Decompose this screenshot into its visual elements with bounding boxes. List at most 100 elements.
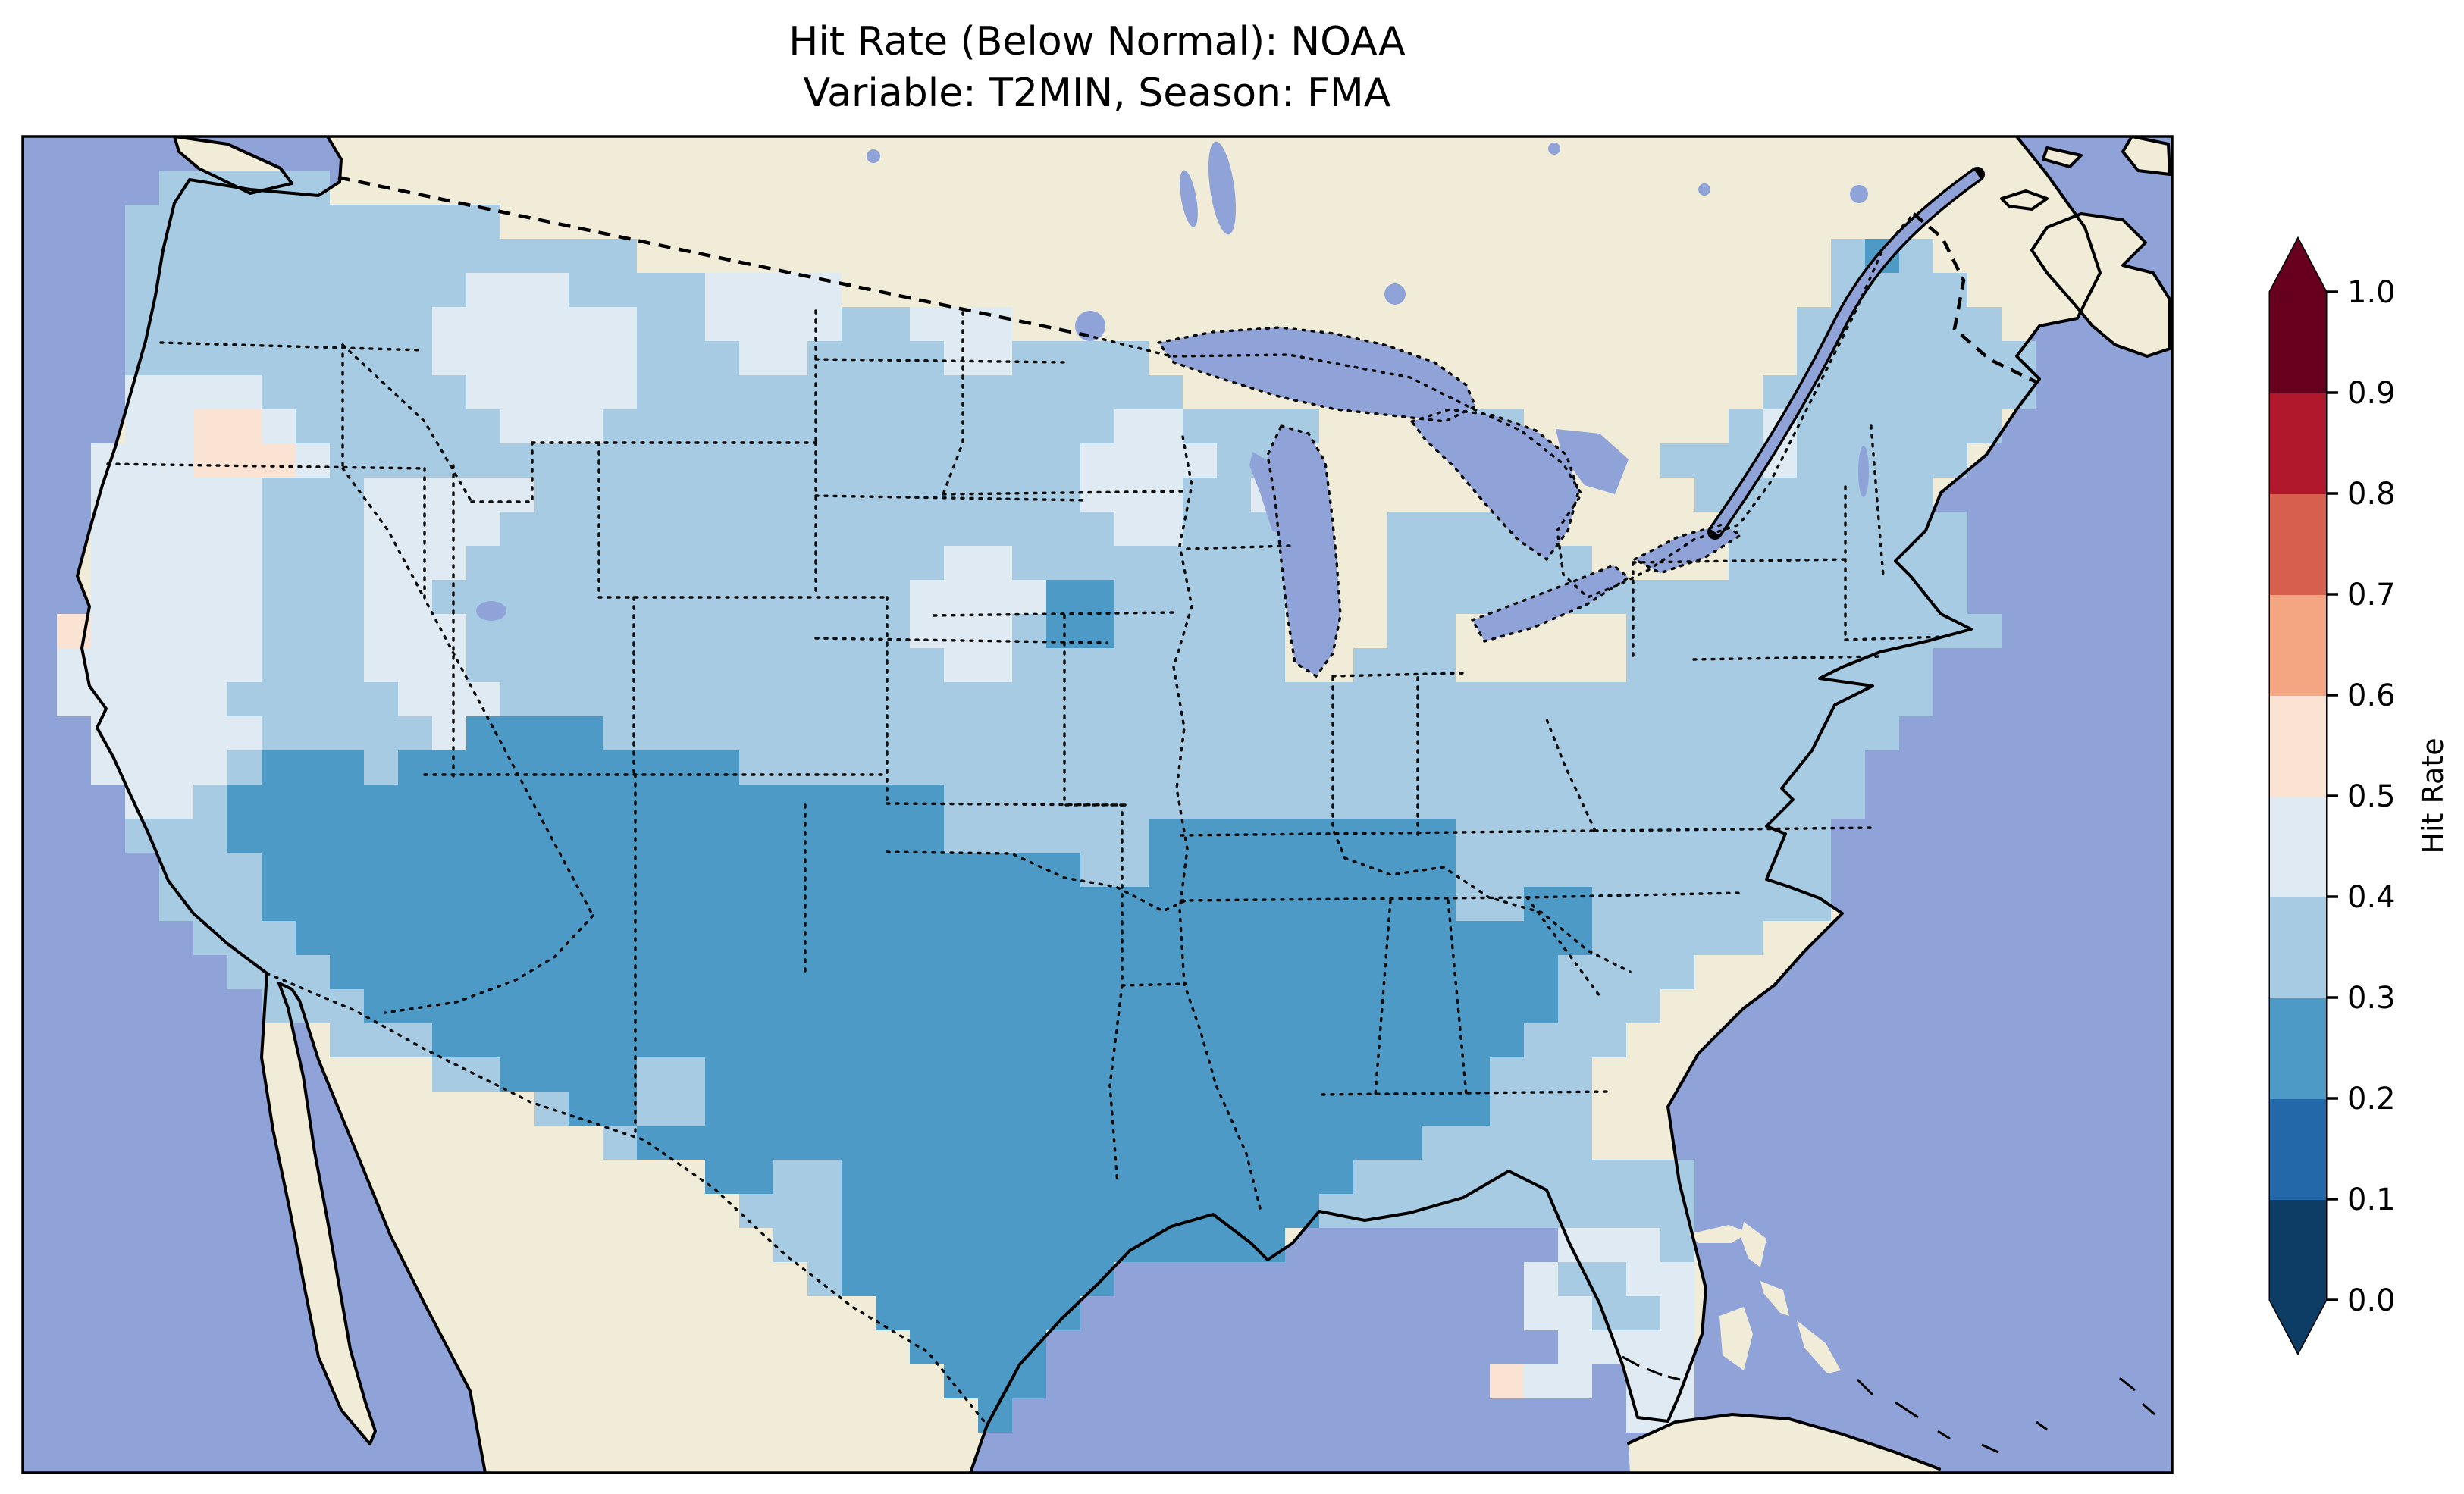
grid-cell: [1251, 785, 1285, 819]
grid-cell: [1080, 1023, 1114, 1057]
grid-cell: [1797, 853, 1831, 887]
grid-cell: [1626, 1262, 1660, 1296]
grid-cell: [603, 1092, 637, 1126]
grid-cell: [1012, 1160, 1046, 1194]
grid-cell: [1729, 716, 1763, 750]
grid-cell: [569, 273, 603, 307]
grid-cell: [842, 648, 876, 682]
grid-cell: [1353, 819, 1387, 853]
grid-cell: [1456, 785, 1490, 819]
colorbar-segment: [2270, 292, 2326, 393]
grid-cell: [1456, 887, 1490, 921]
dotted-border-line: [1321, 1090, 1612, 1096]
grid-cell: [466, 478, 500, 512]
grid-cell: [330, 785, 364, 819]
grid-cell: [1319, 921, 1353, 955]
grid-cell: [534, 750, 569, 785]
grid-cell: [1933, 580, 1967, 614]
grid-cell: [671, 750, 705, 785]
grid-cell: [842, 1023, 876, 1057]
grid-cell: [466, 205, 500, 239]
grid-cell: [569, 648, 603, 682]
grid-cell: [637, 716, 671, 750]
grid-cell: [534, 648, 569, 682]
grid-cell: [978, 1398, 1012, 1433]
grid-cell: [569, 1092, 603, 1126]
grid-cell: [1558, 1160, 1592, 1194]
grid-cell: [125, 205, 159, 239]
grid-cell: [876, 512, 910, 546]
grid-cell: [978, 1160, 1012, 1194]
grid-cell: [432, 580, 466, 614]
grid-cell: [910, 921, 944, 955]
grid-cell: [671, 785, 705, 819]
grid-cell: [1046, 1092, 1080, 1126]
grid-cell: [1694, 716, 1729, 750]
dotted-border-line: [886, 802, 1127, 807]
grid-cell: [193, 819, 227, 853]
grid-cell: [296, 853, 330, 887]
grid-cell: [125, 614, 159, 648]
grid-cell: [398, 375, 432, 409]
grid-cell: [534, 375, 569, 409]
grid-cell: [364, 887, 398, 921]
grid-cell: [227, 716, 262, 750]
grid-cell: [193, 512, 227, 546]
grid-cell: [1217, 785, 1251, 819]
grid-cell: [330, 819, 364, 853]
grid-cell: [705, 409, 739, 443]
grid-cell: [603, 682, 637, 716]
grid-cell: [842, 716, 876, 750]
grid-cell: [466, 341, 500, 375]
grid-cell: [330, 887, 364, 921]
grid-cell: [398, 443, 432, 478]
grid-cell: [671, 989, 705, 1023]
grid-cell: [1046, 409, 1080, 443]
grid-cell: [330, 273, 364, 307]
grid-cell: [1387, 716, 1422, 750]
grid-cell: [125, 478, 159, 512]
grid-cell: [1660, 1262, 1694, 1296]
grid-cell: [1831, 785, 1865, 819]
grid-cell: [671, 819, 705, 853]
grid-cell: [1217, 614, 1251, 648]
grid-cell: [842, 443, 876, 478]
grid-cell: [1797, 580, 1831, 614]
grid-cell: [944, 716, 978, 750]
grid-cell: [637, 785, 671, 819]
grid-cell: [432, 887, 466, 921]
colorbar-segment: [2270, 998, 2326, 1099]
grid-cell: [1524, 1262, 1558, 1296]
grid-cell: [1114, 614, 1149, 648]
grid-cell: [569, 750, 603, 785]
grid-cell: [1422, 955, 1456, 989]
grid-cell: [193, 478, 227, 512]
grid-cell: [1763, 546, 1797, 580]
grid-cell: [1660, 614, 1694, 648]
grid-cell: [500, 478, 534, 512]
grid-cell: [773, 853, 807, 887]
grid-cell: [705, 1023, 739, 1057]
grid-cell: [807, 1194, 842, 1228]
grid-cell: [262, 205, 296, 239]
grid-cell: [227, 682, 262, 716]
grid-cell: [807, 819, 842, 853]
grid-cell: [534, 546, 569, 580]
grid-cell: [910, 341, 944, 375]
grid-cell: [91, 546, 125, 580]
grid-cell: [262, 887, 296, 921]
small-cays: [1856, 1377, 2155, 1454]
grid-cell: [1149, 887, 1183, 921]
grid-cell: [773, 443, 807, 478]
grid-cell: [364, 648, 398, 682]
grid-cell: [364, 716, 398, 750]
grid-cell: [876, 887, 910, 921]
grid-cell: [1080, 989, 1114, 1023]
grid-cell: [1012, 478, 1046, 512]
grid-cell: [978, 1330, 1012, 1364]
grid-cell: [1217, 648, 1251, 682]
grid-cell: [1797, 614, 1831, 648]
grid-cell: [1251, 1126, 1285, 1160]
grid-cell: [500, 409, 534, 443]
grid-cell: [466, 750, 500, 785]
